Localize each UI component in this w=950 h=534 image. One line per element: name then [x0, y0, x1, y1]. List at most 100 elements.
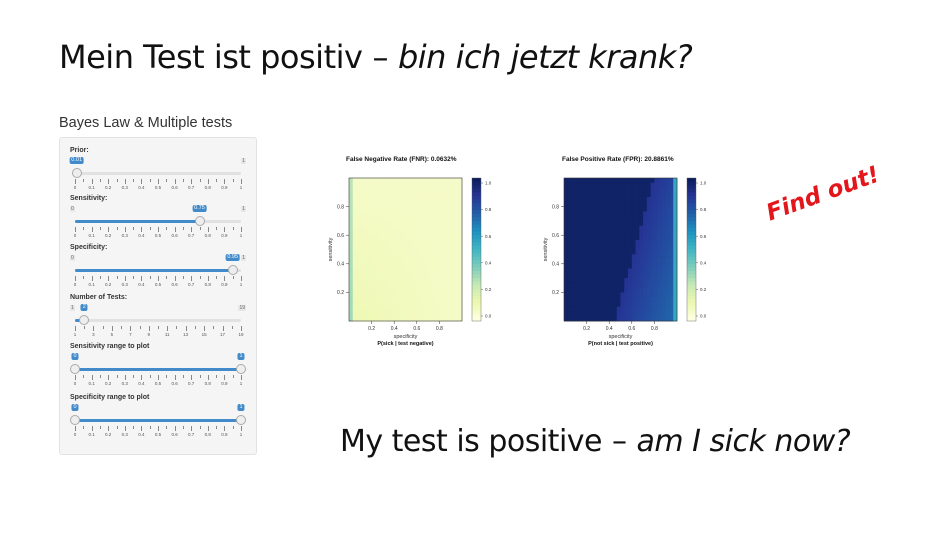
- heatmap-cell: [594, 306, 599, 312]
- heatmap-cell: [564, 254, 569, 260]
- heatmap-cell: [428, 239, 433, 246]
- heatmap-cell: [594, 206, 599, 212]
- heatmap-cell: [628, 259, 633, 265]
- heatmap-cell: [435, 316, 440, 322]
- heatmap-cell: [439, 297, 444, 303]
- heatmap-cell: [394, 278, 399, 284]
- heatmap-cell: [454, 254, 459, 260]
- heatmap-cell: [594, 211, 599, 217]
- heatmap-cell: [582, 278, 587, 284]
- number-of-tests-ticks: [75, 326, 242, 331]
- app-title: Bayes Law & Multiple tests: [59, 115, 233, 131]
- heatmap-cell: [397, 278, 403, 284]
- heatmap-cell: [564, 306, 569, 312]
- colorbar-cell: [472, 203, 481, 207]
- heatmap-cell: [454, 225, 459, 231]
- heatmap-cell: [375, 182, 380, 188]
- tick-mark: [216, 227, 218, 230]
- heatmap-cell: [646, 239, 652, 246]
- number-of-tests-handle[interactable]: [79, 315, 90, 325]
- heatmap-cell: [628, 197, 633, 203]
- heatmap-cell: [628, 263, 633, 269]
- heatmap-cell: [360, 273, 365, 279]
- heatmap-cell: [601, 306, 606, 312]
- heatmap-cell: [371, 273, 376, 279]
- heatmap-cell: [669, 259, 674, 265]
- colorbar-cell: [687, 224, 696, 229]
- heatmap-cell: [397, 273, 403, 279]
- heatmap-cell: [349, 197, 354, 203]
- heatmap-cell: [594, 316, 599, 322]
- heatmap-cell: [616, 263, 621, 269]
- heatmap-cell: [665, 187, 670, 193]
- colorbar-cell: [687, 192, 696, 197]
- heatmap-cell: [450, 187, 455, 193]
- heatmap-cell: [446, 282, 452, 289]
- heatmap-cell: [601, 292, 606, 298]
- heatmap-cell: [586, 297, 591, 303]
- prior-handle[interactable]: [71, 168, 82, 178]
- colorbar-cell: [687, 274, 696, 279]
- heatmap-cell: [390, 206, 395, 212]
- heatmap-cell: [665, 282, 670, 289]
- heatmap-cell: [443, 297, 448, 303]
- heatmap-cell: [439, 206, 444, 212]
- heatmap-cell: [382, 239, 388, 246]
- colorbar-cell: [687, 235, 696, 240]
- heatmap-cell: [661, 316, 667, 322]
- heatmap-cell: [639, 197, 644, 203]
- heatmap-cell: [386, 197, 391, 203]
- specificity-range-to-handle[interactable]: [236, 415, 246, 425]
- heatmap-cell: [405, 211, 410, 217]
- heatmap-cell: [397, 254, 403, 260]
- heatmap-cell: [382, 263, 388, 269]
- specificity-handle[interactable]: [227, 265, 238, 275]
- heatmap-cell: [597, 297, 603, 303]
- number-of-tests-track[interactable]: [75, 319, 241, 322]
- sensitivity-range-tick-label: 0.2: [105, 381, 112, 386]
- heatmap-cell: [394, 287, 399, 293]
- specificity-range-tick-label: 0.8: [204, 432, 211, 437]
- heatmap-cell: [650, 316, 655, 322]
- heatmap-cell: [424, 192, 429, 198]
- sensitivity-range-from-handle[interactable]: [70, 364, 80, 374]
- heatmap-cell: [424, 306, 429, 312]
- tick-mark: [216, 179, 218, 182]
- heatmap-cell: [601, 278, 606, 284]
- heatmap-cell: [575, 268, 580, 274]
- heatmap-cell: [397, 220, 403, 227]
- tick-mark: [75, 426, 76, 431]
- heatmap-cell: [431, 182, 437, 188]
- heatmap-cell: [669, 187, 674, 193]
- heatmap-cell: [661, 263, 667, 269]
- colorbar-cell: [472, 242, 481, 247]
- specificity-range-from-handle[interactable]: [70, 415, 80, 425]
- heatmap-cell: [594, 192, 599, 198]
- heatmap-cell: [386, 192, 391, 198]
- sensitivity-handle[interactable]: [194, 216, 205, 226]
- heatmap-cell: [564, 273, 569, 279]
- heatmap-cell: [360, 187, 365, 193]
- heatmap-cell: [397, 268, 403, 274]
- heatmap-cell: [620, 316, 625, 322]
- heatmap-cell: [386, 230, 391, 236]
- heatmap-cell: [409, 201, 414, 207]
- heatmap-cell: [658, 216, 663, 222]
- tick-mark: [108, 227, 110, 232]
- heatmap-cell: [635, 316, 640, 322]
- colorbar-cell: [472, 295, 481, 300]
- heatmap-cell: [458, 239, 463, 246]
- heatmap-cell: [616, 182, 621, 188]
- heatmap-cell: [605, 287, 610, 293]
- prior-track[interactable]: [75, 172, 241, 175]
- colorbar-cell: [472, 256, 481, 261]
- heatmap-cell: [413, 278, 418, 284]
- heatmap-cell: [360, 278, 365, 284]
- heatmap-cell: [628, 187, 633, 193]
- sensitivity-range-to-handle[interactable]: [236, 364, 246, 374]
- heatmap-cell: [360, 316, 365, 322]
- heatmap-cell: [620, 297, 625, 303]
- heatmap-cell: [639, 187, 644, 193]
- heatmap-cell: [605, 230, 610, 236]
- colorbar-cell: [687, 267, 696, 272]
